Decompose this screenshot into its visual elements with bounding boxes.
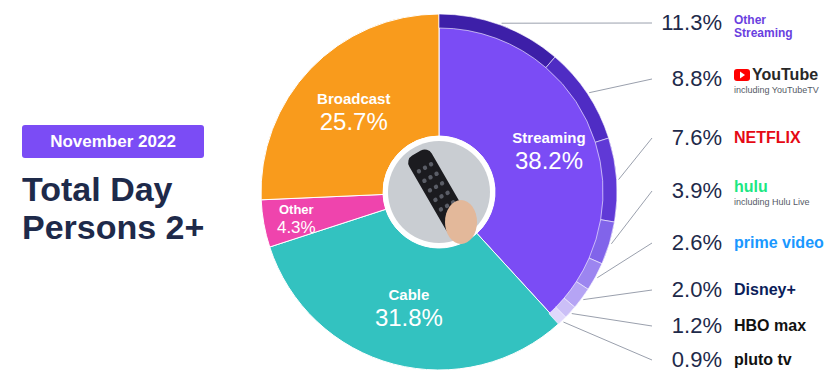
leader-line: [502, 23, 652, 24]
sub-category: NETFLIX: [734, 129, 801, 146]
remote-button: [439, 180, 445, 186]
sub-category-line: Other: [734, 13, 766, 27]
sub-category: YouTube: [752, 66, 818, 83]
remote-button: [432, 197, 438, 203]
sub-category: Disney+: [734, 281, 796, 298]
sub-value: 2.6%: [672, 230, 722, 255]
sub-category: hulu: [734, 178, 768, 195]
slice-category: Broadcast: [317, 90, 390, 107]
sub-value: 0.9%: [672, 347, 722, 372]
sub-category: prime video: [734, 234, 824, 251]
sub-category: HBO max: [734, 317, 806, 334]
remote-button: [438, 193, 444, 199]
remote-button: [422, 165, 428, 171]
hand: [445, 200, 477, 244]
leader-line: [572, 314, 652, 326]
sub-value: 1.2%: [672, 313, 722, 338]
sub-note: including Hulu Live: [734, 197, 810, 207]
sub-value: 8.8%: [672, 66, 722, 91]
sub-category: OtherStreaming: [734, 13, 793, 40]
youtube-icon: [734, 69, 750, 81]
slice-value: 38.2%: [515, 147, 583, 174]
remote-button: [438, 206, 444, 212]
sub-value: 2.0%: [672, 277, 722, 302]
sub-slice: [549, 307, 566, 324]
leader-line: [611, 191, 652, 244]
remote-button: [433, 184, 439, 190]
remote-button: [416, 168, 422, 174]
remote-button: [445, 190, 451, 196]
remote-button: [434, 171, 440, 177]
leader-line: [583, 290, 652, 300]
leader-line: [563, 322, 652, 360]
remote-button: [427, 174, 433, 180]
title: Total Day Persons 2+: [22, 170, 237, 246]
remote-button: [427, 187, 433, 193]
slice-value: 25.7%: [320, 108, 388, 135]
remote-button: [428, 161, 434, 167]
slice-value: 4.3%: [277, 218, 316, 237]
sub-slice: [595, 138, 617, 222]
sub-note: including YouTubeTV: [734, 85, 819, 95]
slice-category: Other: [279, 202, 314, 217]
leader-line: [589, 79, 652, 93]
sub-slice: [439, 14, 555, 68]
chart: Streaming38.2%Cable31.8%Other4.3%Broadca…: [0, 0, 825, 384]
slice-category: Cable: [389, 286, 430, 303]
sub-category-line: Streaming: [734, 26, 793, 40]
youtube-icon-play: [740, 72, 745, 79]
sub-value: 3.9%: [672, 178, 722, 203]
subtitle-badge: November 2022: [22, 125, 204, 158]
slice-value: 31.8%: [375, 304, 443, 331]
slice-category: Streaming: [512, 129, 585, 146]
leader-line: [619, 138, 652, 180]
center-image: [388, 141, 490, 243]
sub-category: pluto tv: [734, 351, 792, 368]
sub-value: 7.6%: [672, 125, 722, 150]
sub-value: 11.3%: [661, 10, 722, 35]
sub-slice: [589, 220, 614, 264]
leader-line: [597, 243, 652, 278]
remote-button: [421, 178, 427, 184]
center-ring: [383, 136, 495, 248]
slice: [261, 194, 386, 247]
